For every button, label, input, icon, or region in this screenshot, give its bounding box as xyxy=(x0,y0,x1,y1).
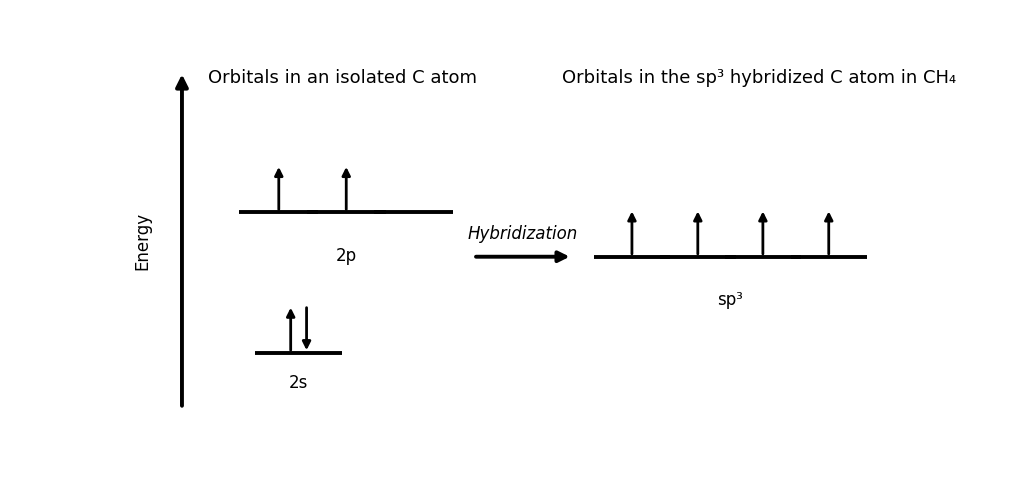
Text: Energy: Energy xyxy=(133,212,152,270)
Text: sp³: sp³ xyxy=(717,290,742,309)
Text: Orbitals in an isolated C atom: Orbitals in an isolated C atom xyxy=(208,69,477,87)
Text: Hybridization: Hybridization xyxy=(468,225,578,242)
Text: 2p: 2p xyxy=(336,246,356,264)
Text: 2s: 2s xyxy=(289,373,308,392)
Text: Orbitals in the sp³ hybridized C atom in CH₄: Orbitals in the sp³ hybridized C atom in… xyxy=(562,69,956,87)
